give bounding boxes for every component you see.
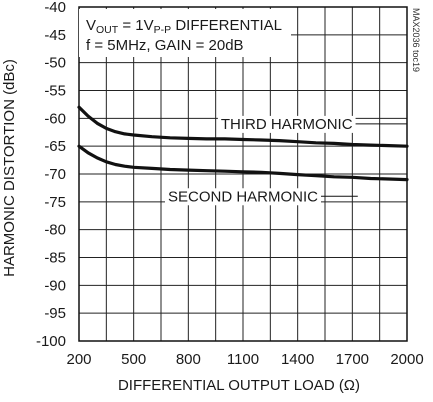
annotation-line1: VOUT = 1VP-P DIFFERENTIAL	[86, 17, 282, 36]
x-tick-label: 1700	[336, 351, 369, 368]
y-tick-label: -60	[44, 110, 66, 127]
x-tick-label: 500	[121, 351, 146, 368]
tick-labels: 200 500 800 1100 1400 1700 2000 -40 -45 -50 -55 -60…	[36, 0, 424, 368]
label-background	[217, 115, 356, 133]
y-tick-label: -80	[44, 222, 66, 239]
y-tick-label: -75	[44, 194, 66, 211]
series-labels: THIRD HARMONIC SECOND HARMONIC	[164, 115, 407, 206]
y-tick-label: -85	[44, 250, 66, 267]
y-axis-title: HARMONIC DISTORTION (dBc)	[1, 59, 18, 277]
x-tick-label: 800	[176, 351, 201, 368]
second-harmonic-line	[77, 144, 409, 182]
x-tick-label: 1400	[281, 351, 314, 368]
y-tick-label: -70	[44, 166, 66, 183]
grid	[78, 6, 408, 342]
x-tick-label: 1100	[227, 351, 259, 368]
second-harmonic-label: SECOND HARMONIC	[168, 188, 318, 205]
y-tick-label: -55	[44, 83, 66, 100]
y-tick-label: -90	[44, 277, 66, 294]
y-tick-label: -40	[44, 0, 66, 16]
y-tick-label: -95	[44, 305, 66, 322]
y-tick-label: -65	[44, 138, 66, 155]
x-axis-title: DIFFERENTIAL OUTPUT LOAD (Ω)	[118, 377, 360, 394]
annotation: VOUT = 1VP-P DIFFERENTIAL f = 5MHz, GAIN…	[79, 9, 291, 57]
third-harmonic-label: THIRD HARMONIC	[221, 116, 353, 133]
third-harmonic-line	[77, 105, 409, 148]
x-tick-label: 200	[66, 351, 91, 368]
label-background	[164, 188, 322, 206]
plot-frame	[78, 6, 408, 342]
y-tick-label: -50	[44, 55, 66, 72]
x-tick-label: 2000	[390, 351, 423, 368]
y-tick-label: -45	[44, 27, 66, 44]
curves	[77, 105, 409, 182]
y-tick-label: -100	[36, 333, 66, 350]
part-number: MAX2036 toc19	[411, 8, 421, 72]
annotation-line2: f = 5MHz, GAIN = 20dB	[86, 37, 244, 54]
